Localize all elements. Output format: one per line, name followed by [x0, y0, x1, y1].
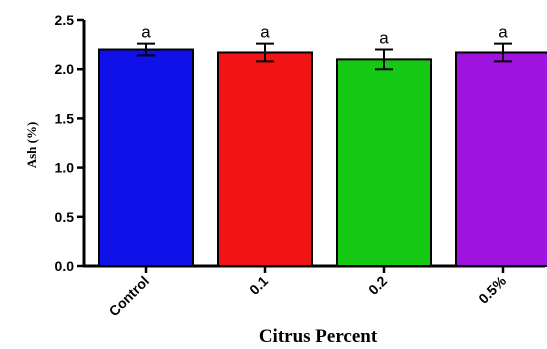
- bar-3: [336, 58, 432, 267]
- significance-label: a: [498, 23, 508, 42]
- y-tick-label: 0.5: [55, 209, 75, 225]
- y-tick-label: 1.0: [55, 160, 75, 176]
- category-label: 0.2: [365, 273, 390, 298]
- y-axis-label: Ash (%): [24, 122, 39, 169]
- significance-label: a: [379, 29, 389, 48]
- bar-4: [455, 51, 547, 267]
- category-label: 0.5%: [475, 272, 509, 306]
- y-tick-label: 2.5: [55, 12, 75, 28]
- bar-2: [217, 51, 313, 267]
- bars: [98, 42, 547, 267]
- y-tick-label: 0.0: [55, 258, 75, 274]
- x-axis-label: Citrus Percent: [259, 326, 378, 347]
- y-tick-label: 1.5: [55, 110, 75, 126]
- category-label: Control: [106, 273, 153, 320]
- category-label: 0.1: [246, 273, 271, 298]
- significance-label: a: [260, 23, 270, 42]
- bar-1: [98, 48, 194, 267]
- significance-label: a: [141, 23, 151, 42]
- y-tick-label: 2.0: [55, 61, 75, 77]
